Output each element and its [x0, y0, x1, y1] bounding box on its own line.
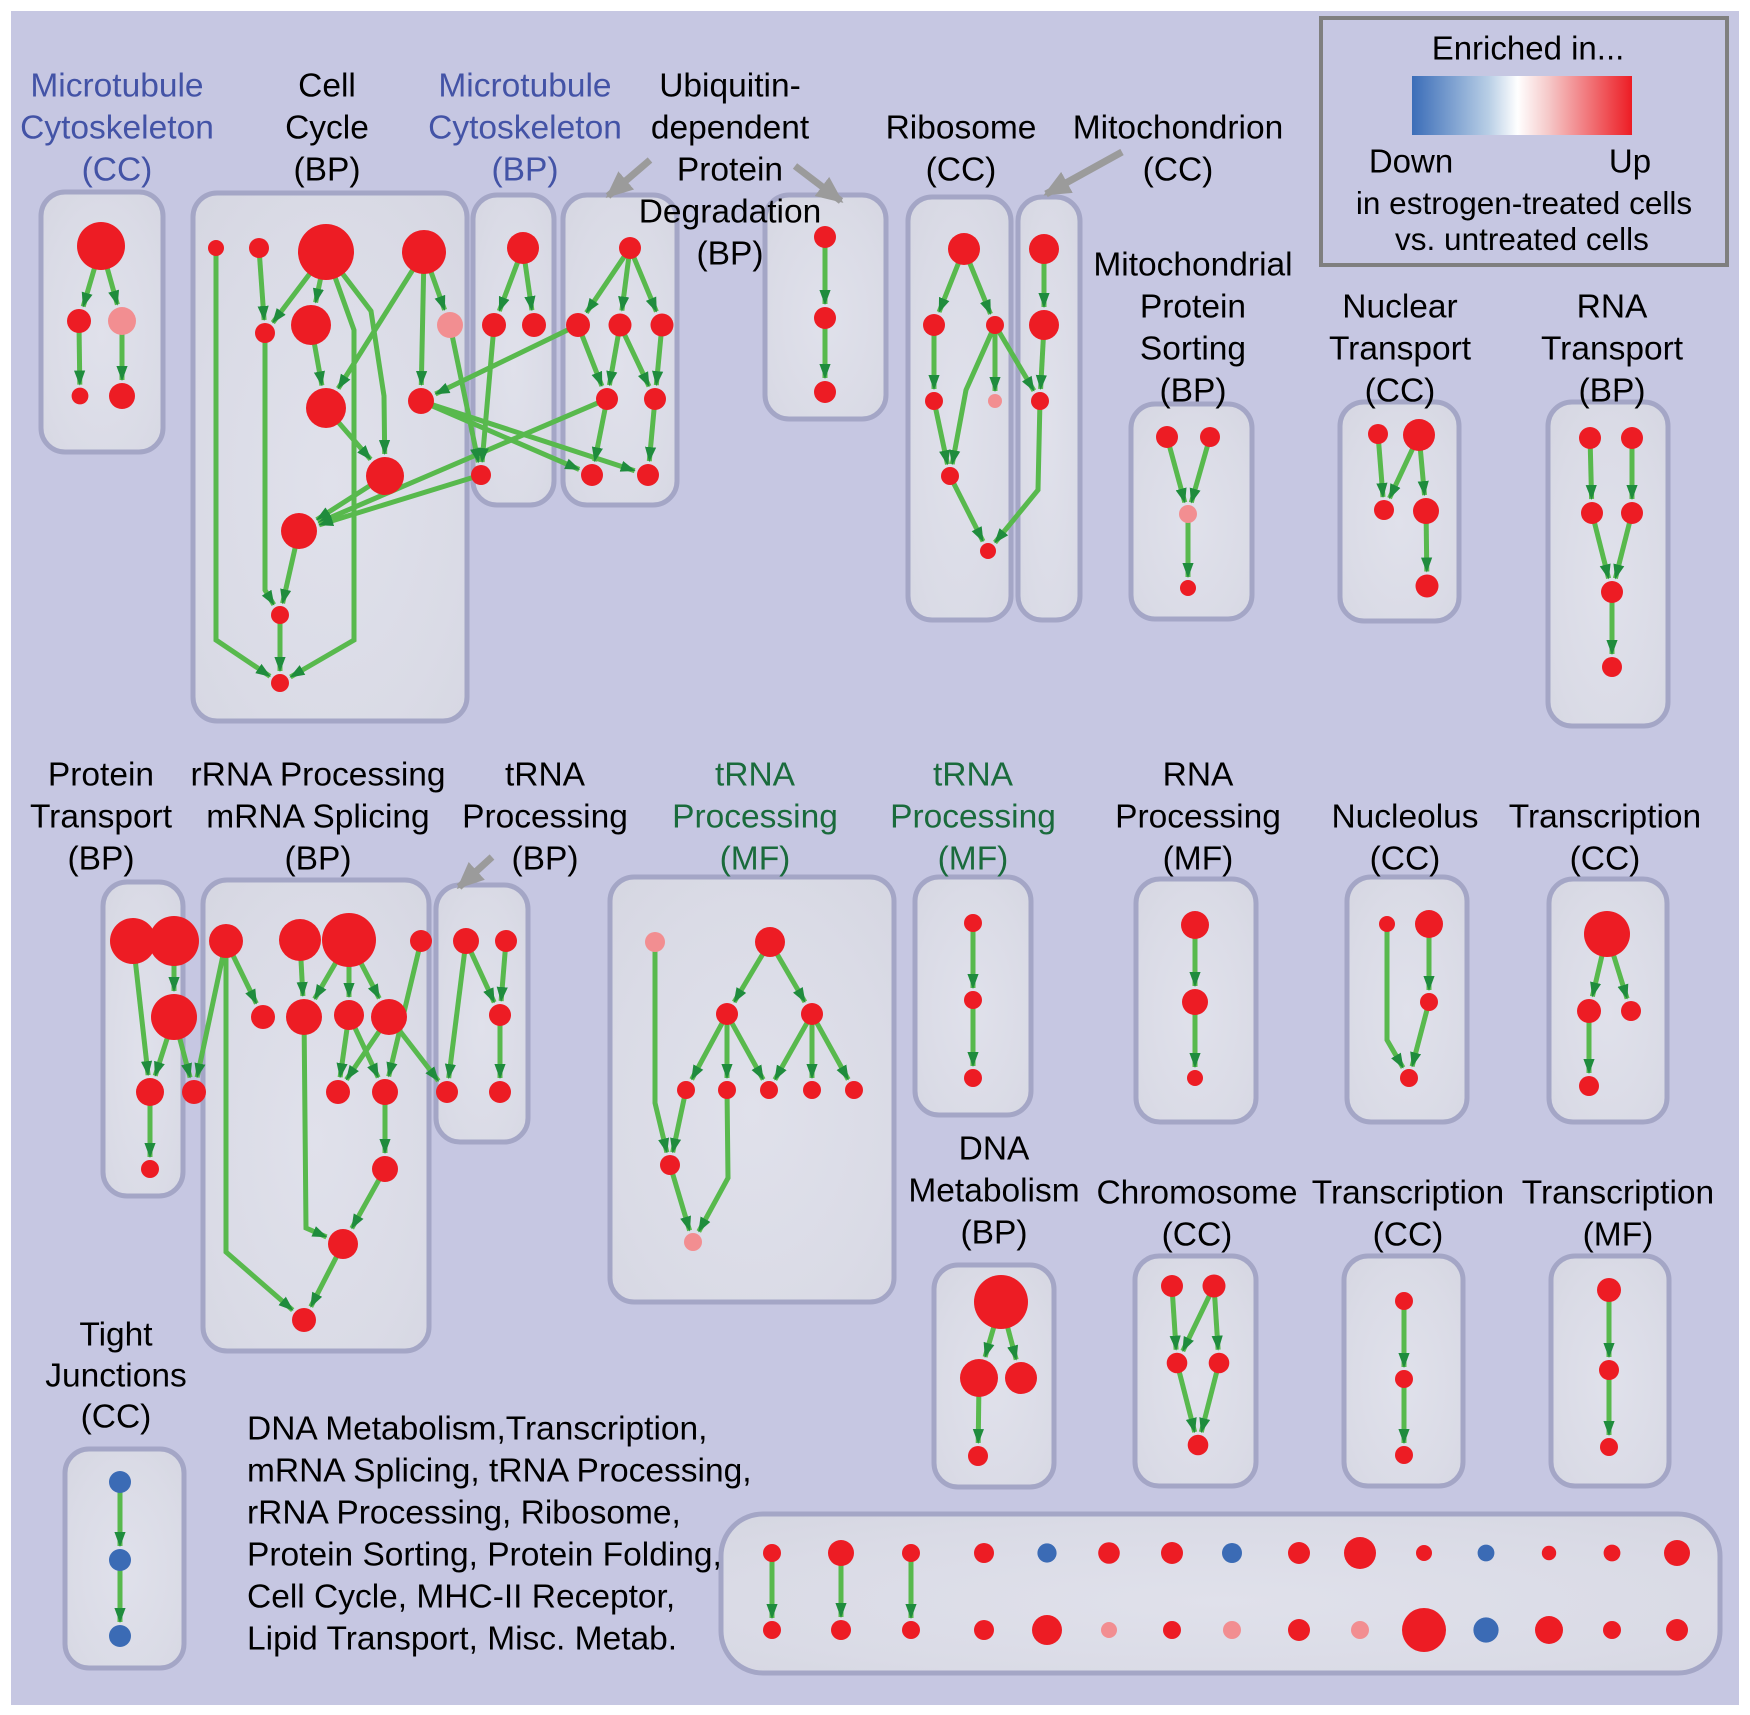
- svg-text:mRNA Splicing, tRNA Processing: mRNA Splicing, tRNA Processing,: [247, 1453, 752, 1490]
- svg-text:Protein Sorting, Protein Foldi: Protein Sorting, Protein Folding,: [247, 1537, 722, 1574]
- svg-text:in estrogen-treated cells: in estrogen-treated cells: [1356, 185, 1692, 221]
- svg-text:(CC): (CC): [926, 152, 997, 189]
- svg-text:Nuclear: Nuclear: [1342, 289, 1457, 326]
- svg-text:rRNA Processing, Ribosome,: rRNA Processing, Ribosome,: [247, 1495, 681, 1532]
- svg-text:Sorting: Sorting: [1140, 331, 1246, 368]
- svg-text:rRNA Processing: rRNA Processing: [190, 757, 445, 794]
- svg-text:(BP): (BP): [697, 236, 764, 273]
- svg-text:Mitochondrion: Mitochondrion: [1073, 110, 1283, 147]
- svg-text:(CC): (CC): [1143, 152, 1214, 189]
- svg-text:Microtubule: Microtubule: [30, 68, 203, 105]
- svg-text:Microtubule: Microtubule: [438, 68, 611, 105]
- svg-text:(CC): (CC): [1162, 1217, 1233, 1254]
- svg-text:(BP): (BP): [512, 841, 579, 878]
- svg-text:vs. untreated cells: vs. untreated cells: [1395, 221, 1649, 257]
- svg-text:Down: Down: [1369, 143, 1453, 180]
- svg-text:Nucleolus: Nucleolus: [1331, 799, 1478, 836]
- svg-text:dependent: dependent: [651, 110, 810, 147]
- svg-text:Transcription: Transcription: [1522, 1175, 1714, 1212]
- svg-text:tRNA: tRNA: [933, 757, 1014, 794]
- svg-text:Processing: Processing: [890, 799, 1056, 836]
- svg-text:Chromosome: Chromosome: [1096, 1175, 1297, 1212]
- svg-text:Processing: Processing: [1115, 799, 1281, 836]
- svg-text:(CC): (CC): [1370, 841, 1441, 878]
- svg-text:Ubiquitin-: Ubiquitin-: [659, 68, 801, 105]
- svg-text:(MF): (MF): [938, 841, 1009, 878]
- svg-text:Cell: Cell: [298, 68, 356, 105]
- svg-text:Transcription: Transcription: [1312, 1175, 1504, 1212]
- svg-text:(BP): (BP): [1160, 373, 1227, 410]
- svg-text:Processing: Processing: [462, 799, 628, 836]
- svg-text:Degradation: Degradation: [639, 194, 822, 231]
- svg-text:(MF): (MF): [1583, 1217, 1654, 1254]
- svg-text:Processing: Processing: [672, 799, 838, 836]
- svg-text:mRNA Splicing: mRNA Splicing: [206, 799, 429, 836]
- svg-text:(CC): (CC): [1570, 841, 1641, 878]
- svg-text:Protein: Protein: [48, 757, 154, 794]
- svg-text:Protein: Protein: [677, 152, 783, 189]
- svg-text:DNA: DNA: [959, 1131, 1030, 1168]
- svg-text:(BP): (BP): [1579, 373, 1646, 410]
- svg-text:Protein: Protein: [1140, 289, 1246, 326]
- svg-text:Cycle: Cycle: [285, 110, 369, 147]
- svg-text:(BP): (BP): [961, 1215, 1028, 1252]
- svg-text:Ribosome: Ribosome: [886, 110, 1037, 147]
- svg-text:(MF): (MF): [1163, 841, 1234, 878]
- svg-text:(MF): (MF): [720, 841, 791, 878]
- svg-text:RNA: RNA: [1577, 289, 1648, 326]
- svg-text:Junctions: Junctions: [45, 1358, 187, 1395]
- svg-text:RNA: RNA: [1163, 757, 1234, 794]
- svg-text:Cytoskeleton: Cytoskeleton: [20, 110, 214, 147]
- svg-text:(CC): (CC): [81, 1399, 152, 1436]
- svg-text:Enriched in...: Enriched in...: [1432, 30, 1625, 67]
- svg-text:(BP): (BP): [285, 841, 352, 878]
- svg-text:Mitochondrial: Mitochondrial: [1093, 247, 1292, 284]
- svg-text:(CC): (CC): [1373, 1217, 1444, 1254]
- svg-text:Lipid Transport, Misc. Metab.: Lipid Transport, Misc. Metab.: [247, 1621, 677, 1658]
- svg-text:(CC): (CC): [1365, 373, 1436, 410]
- svg-text:Up: Up: [1609, 143, 1651, 180]
- svg-text:DNA Metabolism,Transcription,: DNA Metabolism,Transcription,: [247, 1411, 707, 1448]
- svg-text:tRNA: tRNA: [505, 757, 586, 794]
- svg-text:Transport: Transport: [1541, 331, 1684, 368]
- svg-text:Cytoskeleton: Cytoskeleton: [428, 110, 622, 147]
- svg-text:Transcription: Transcription: [1509, 799, 1701, 836]
- svg-text:(CC): (CC): [82, 152, 153, 189]
- svg-text:(BP): (BP): [294, 152, 361, 189]
- svg-text:Tight: Tight: [79, 1317, 153, 1354]
- svg-text:Metabolism: Metabolism: [908, 1173, 1079, 1210]
- svg-text:(BP): (BP): [68, 841, 135, 878]
- svg-text:(BP): (BP): [492, 152, 559, 189]
- svg-text:Transport: Transport: [30, 799, 173, 836]
- svg-text:Cell Cycle, MHC-II Receptor,: Cell Cycle, MHC-II Receptor,: [247, 1579, 675, 1616]
- svg-text:Transport: Transport: [1329, 331, 1472, 368]
- svg-text:tRNA: tRNA: [715, 757, 796, 794]
